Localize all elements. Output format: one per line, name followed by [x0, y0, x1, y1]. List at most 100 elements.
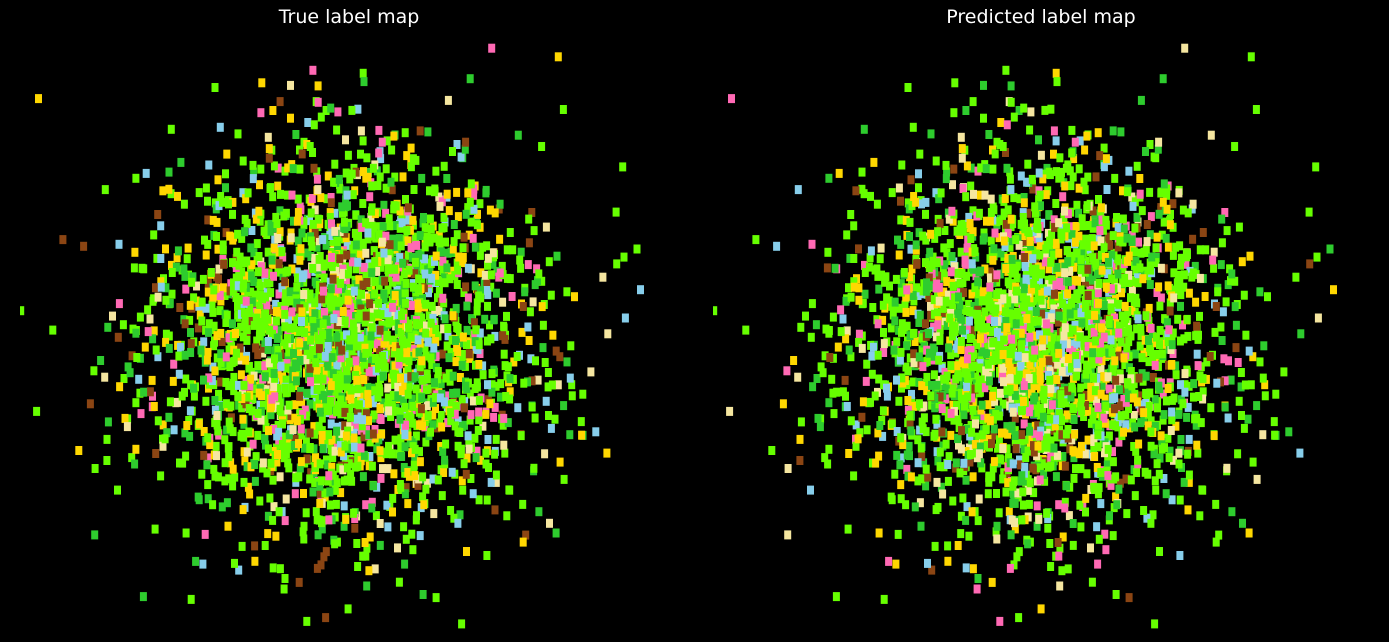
scatter-point-class-2 [217, 328, 224, 338]
scatter-point-class-0 [545, 257, 553, 267]
scatter-point-class-0 [312, 507, 320, 517]
scatter-point-class-4 [514, 403, 522, 413]
scatter-point-class-6 [181, 319, 189, 329]
scatter-point-class-3 [1064, 209, 1072, 219]
scatter-point-class-0 [1215, 530, 1223, 540]
scatter-point-class-2 [157, 277, 165, 287]
scatter-point-class-3 [439, 256, 447, 266]
scatter-point-class-0 [475, 415, 483, 425]
scatter-point-class-0 [563, 287, 571, 297]
scatter-point-class-4 [524, 322, 532, 332]
scatter-point-class-5 [599, 272, 607, 282]
scatter-point-class-0 [1185, 381, 1193, 391]
scatter-point-class-0 [460, 459, 468, 469]
scatter-point-class-2 [296, 255, 304, 265]
scatter-point-class-0 [856, 428, 864, 438]
scatter-point-class-0 [451, 421, 459, 431]
scatter-point-class-3 [327, 193, 335, 202]
scatter-point-class-4 [333, 360, 341, 370]
scatter-point-class-5 [371, 564, 379, 574]
scatter-point-class-0 [918, 333, 926, 343]
scatter-point-class-0 [390, 379, 398, 389]
scatter-point-class-0 [456, 331, 463, 341]
scatter-point-class-1 [247, 243, 255, 253]
scatter-point-class-0 [285, 400, 293, 410]
scatter-point-class-1 [250, 167, 258, 177]
scatter-point-class-3 [288, 190, 296, 200]
scatter-point-class-1 [911, 502, 919, 512]
scatter-point-class-6 [351, 523, 359, 533]
scatter-point-class-0 [262, 309, 270, 319]
scatter-point-class-0 [1050, 456, 1058, 466]
scatter-point-class-5 [1092, 380, 1100, 390]
scatter-point-class-0 [1063, 246, 1071, 256]
scatter-point-class-1 [297, 386, 305, 396]
scatter-point-class-4 [1193, 349, 1201, 359]
scatter-point-class-0 [460, 288, 468, 297]
scatter-point-class-2 [293, 216, 301, 226]
scatter-point-class-1 [535, 507, 543, 517]
scatter-point-class-6 [407, 372, 415, 382]
scatter-point-class-3 [1107, 480, 1115, 490]
scatter-point-class-0 [953, 226, 961, 236]
scatter-point-class-0 [375, 251, 383, 261]
scatter-point-class-0 [483, 551, 491, 560]
scatter-point-class-0 [391, 264, 399, 274]
scatter-point-class-0 [371, 277, 379, 287]
scatter-point-class-0 [427, 427, 434, 437]
scatter-point-class-0 [430, 233, 438, 243]
scatter-point-class-0 [250, 320, 258, 330]
scatter-point-class-0 [375, 382, 383, 392]
scatter-point-class-0 [267, 458, 275, 468]
scatter-point-class-2 [241, 456, 249, 466]
scatter-point-class-1 [1133, 212, 1141, 222]
scatter-point-class-3 [1069, 345, 1077, 355]
scatter-point-class-0 [821, 453, 829, 463]
scatter-point-class-0 [224, 443, 232, 453]
scatter-point-class-2 [264, 529, 272, 539]
scatter-point-class-0 [396, 223, 404, 233]
scatter-point-class-0 [354, 562, 362, 571]
scatter-point-class-0 [891, 469, 899, 479]
scatter-point-class-0 [322, 298, 330, 308]
scatter-point-class-0 [1095, 534, 1103, 544]
scatter-point-class-0 [245, 427, 253, 437]
scatter-point-class-0 [240, 308, 248, 318]
scatter-point-class-0 [229, 209, 236, 219]
scatter-point-class-0 [161, 434, 169, 444]
scatter-point-class-5 [1087, 543, 1094, 553]
scatter-point-class-5 [274, 234, 282, 243]
scatter-point-class-6 [252, 343, 260, 353]
scatter-point-class-0 [324, 476, 332, 486]
scatter-point-class-0 [1105, 431, 1113, 441]
scatter-point-class-6 [388, 185, 396, 195]
scatter-point-class-0 [999, 399, 1007, 409]
scatter-point-class-1 [311, 309, 319, 319]
scatter-point-class-4 [215, 201, 223, 211]
scatter-point-class-2 [486, 399, 494, 409]
scatter-point-class-5 [1034, 228, 1042, 238]
scatter-point-class-0 [1053, 432, 1061, 442]
scatter-point-class-4 [211, 405, 219, 415]
scatter-point-class-4 [1142, 399, 1150, 408]
scatter-point-class-0 [233, 247, 241, 257]
scatter-point-class-2 [1042, 190, 1050, 200]
scatter-point-class-0 [473, 306, 481, 316]
scatter-point-class-2 [258, 78, 266, 88]
scatter-point-class-2 [376, 404, 384, 414]
scatter-point-class-3 [1157, 293, 1165, 303]
scatter-point-class-4 [1035, 276, 1043, 286]
scatter-point-class-1 [1003, 163, 1011, 173]
scatter-point-class-0 [768, 446, 776, 455]
scatter-point-class-4 [285, 316, 292, 326]
scatter-point-class-0 [198, 469, 206, 479]
scatter-point-class-1 [292, 130, 300, 139]
scatter-point-class-0 [337, 296, 345, 306]
scatter-point-class-4 [378, 303, 386, 313]
scatter-point-class-2 [977, 405, 985, 415]
scatter-point-class-0 [238, 403, 246, 413]
scatter-point-class-4 [950, 257, 958, 267]
scatter-point-class-0 [466, 389, 474, 399]
scatter-point-class-4 [431, 256, 438, 266]
scatter-point-class-6 [204, 279, 212, 289]
